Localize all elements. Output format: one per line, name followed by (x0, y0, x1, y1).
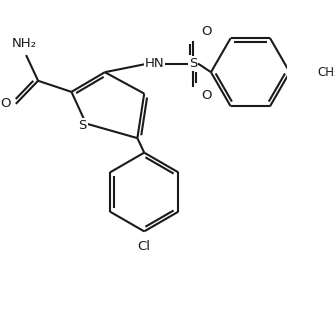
Text: Cl: Cl (138, 240, 151, 253)
Text: O: O (0, 97, 11, 110)
Text: NH₂: NH₂ (12, 37, 37, 49)
Text: S: S (189, 57, 197, 70)
Text: O: O (202, 25, 212, 38)
Text: S: S (78, 119, 87, 132)
Text: HN: HN (145, 57, 164, 70)
Text: CH₃: CH₃ (317, 66, 335, 79)
Text: O: O (202, 89, 212, 102)
